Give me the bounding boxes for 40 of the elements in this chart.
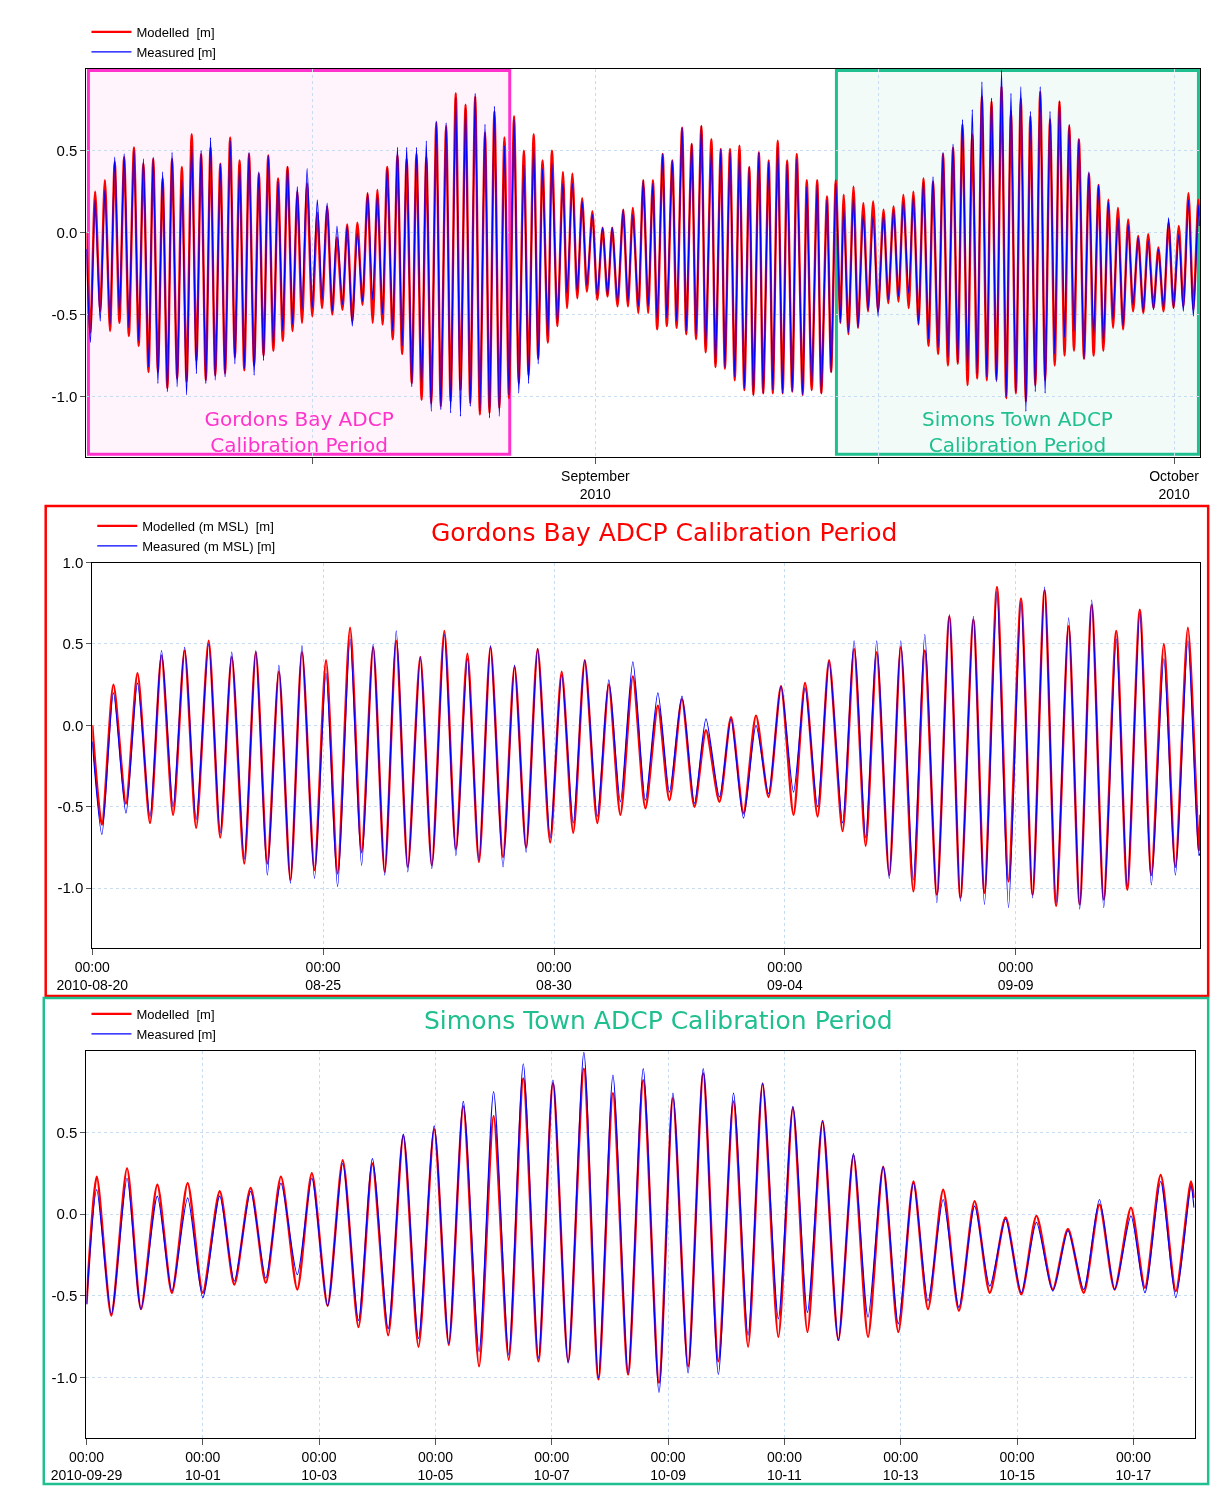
y-tick-label: 0.5: [56, 141, 78, 159]
x-tick-label: 00:00 10-13: [882, 1449, 919, 1484]
x-tick-label: 00:00 10-17: [1115, 1449, 1152, 1484]
x-tick-label: September 2010: [561, 468, 630, 503]
y-tick-label: 0.0: [56, 223, 78, 241]
x-tick-label: 00:00 10-01: [184, 1449, 221, 1484]
x-tick-label: 00:00 10-11: [766, 1449, 803, 1484]
y-tick-label: 0.5: [56, 1123, 78, 1141]
y-tick-label: -1.0: [51, 1369, 78, 1387]
y-tick-label: -1.0: [51, 387, 78, 405]
x-tick-label: 00:00 10-09: [650, 1449, 687, 1484]
x-tick-label: 00:00 09-09: [997, 959, 1034, 994]
legend-label: Modelled [m]: [136, 24, 215, 40]
legend-label: Measured [m]: [136, 44, 216, 60]
x-tick-label: 00:00 10-07: [533, 1449, 570, 1484]
y-tick-label: 1.0: [62, 553, 84, 571]
chart-title: Gordons Bay ADCP Calibration Period: [431, 518, 898, 547]
x-tick-label: 00:00 2010-09-29: [50, 1449, 123, 1484]
legend-label: Modelled [m]: [136, 1006, 215, 1022]
band-label: Simons Town ADCP Calibration Period: [921, 407, 1113, 458]
y-tick-label: -0.5: [51, 305, 78, 323]
band-label: Gordons Bay ADCP Calibration Period: [204, 407, 394, 458]
x-tick-label: 00:00 10-05: [417, 1449, 454, 1484]
x-tick-label: 00:00 08-25: [305, 959, 342, 994]
x-tick-label: October 2010: [1149, 468, 1200, 503]
y-tick-label: -1.0: [57, 879, 84, 897]
y-tick-label: 0.0: [56, 1205, 78, 1223]
chart-title: Simons Town ADCP Calibration Period: [424, 1006, 893, 1035]
y-tick-label: 0.0: [62, 716, 84, 734]
x-tick-label: 00:00 09-04: [766, 959, 803, 994]
x-tick-label: 00:00 10-03: [301, 1449, 338, 1484]
x-tick-label: 00:00 2010-08-20: [56, 959, 129, 994]
legend-label: Measured (m MSL) [m]: [142, 538, 276, 554]
y-tick-label: 0.5: [62, 635, 84, 653]
x-tick-label: 00:00 08-30: [536, 959, 573, 994]
y-tick-label: -0.5: [51, 1287, 78, 1305]
legend-label: Modelled (m MSL) [m]: [142, 518, 274, 534]
legend-label: Measured [m]: [136, 1026, 216, 1042]
y-tick-label: -0.5: [57, 797, 84, 815]
x-tick-label: 00:00 10-15: [999, 1449, 1036, 1484]
